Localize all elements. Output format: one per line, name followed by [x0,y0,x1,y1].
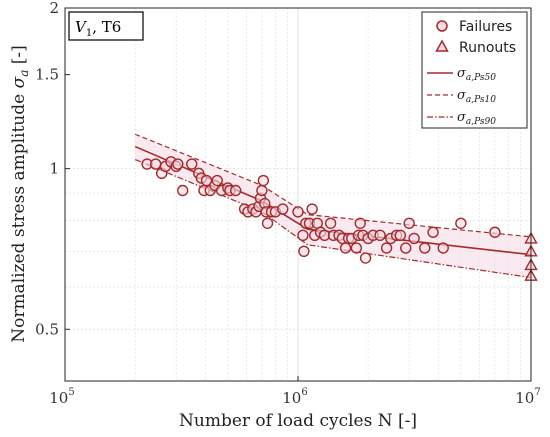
scatter-band-area [135,134,531,278]
failure-point [408,232,420,245]
x-tick-label: 106 [282,387,307,407]
failure-point [261,217,274,229]
failure-point [359,252,372,264]
failure-point [419,242,431,254]
failure-point [350,242,363,254]
failure-point [256,184,268,197]
failure-point [306,203,318,215]
y-tick-label: 2 [49,0,59,17]
x-tick-label: 107 [515,387,540,407]
failure-point [374,229,386,242]
fit-line-dashed [134,133,531,238]
y-tick-label: 1 [49,160,59,178]
axis-ticks: 105 106 107 0.5 1 1.5 2 [35,0,541,407]
legend-frame [421,11,528,129]
failure-point [324,217,337,229]
failure-point [176,184,189,197]
failure-point [292,206,304,218]
legend: Failures Runouts σa,Ps50 σa,Ps10 σa,Ps90 [421,11,528,129]
y-tick-label: 1.5 [35,66,59,84]
legend-label-ps10: σa,Ps10 [457,88,496,105]
legend-label-failures: Failures [459,19,512,35]
failure-point [186,158,198,170]
failure-point [354,217,366,229]
failure-point [277,203,289,215]
legend-item-runouts: Runouts [435,39,516,56]
failure-point [400,242,412,254]
failure-point [211,174,223,187]
x-axis-label: Number of load cycles N [-] [179,411,417,431]
failure-point [394,229,407,242]
failure-point [380,242,393,254]
annotation-label: V1, T6 [75,18,121,39]
legend-triangle-marker [435,39,449,52]
failure-point [298,245,310,258]
x-tick-label: 105 [49,387,74,407]
failure-point [172,158,184,170]
legend-circle-marker [436,20,448,32]
data-points [141,156,538,281]
failure-point [229,184,242,197]
legend-item-ps10: σa,Ps10 [427,88,496,105]
legend-label-ps50: σa,Ps50 [457,66,496,83]
failure-point [455,217,467,229]
failure-point [339,242,352,254]
y-tick-label: 0.5 [35,320,59,338]
failure-point [149,158,162,170]
y-axis-label: Normalized stress amplitude σa [-] [9,45,31,343]
annotation-box: V1, T6 [68,11,144,41]
legend-label-ps90: σa,Ps90 [457,110,496,127]
scatter-band [135,134,531,278]
failure-point [257,174,270,187]
annotation-frame [68,11,144,41]
legend-label-runouts: Runouts [459,40,516,56]
failure-point [437,242,449,254]
legend-item-ps90: σa,Ps90 [427,110,496,127]
failure-point [297,229,309,242]
legend-item-failures: Failures [436,19,512,35]
failure-point [403,217,415,229]
legend-item-ps50: σa,Ps50 [427,66,496,83]
failure-point [427,226,439,238]
failure-point [489,226,501,238]
fit-line-dashdot [134,158,531,279]
